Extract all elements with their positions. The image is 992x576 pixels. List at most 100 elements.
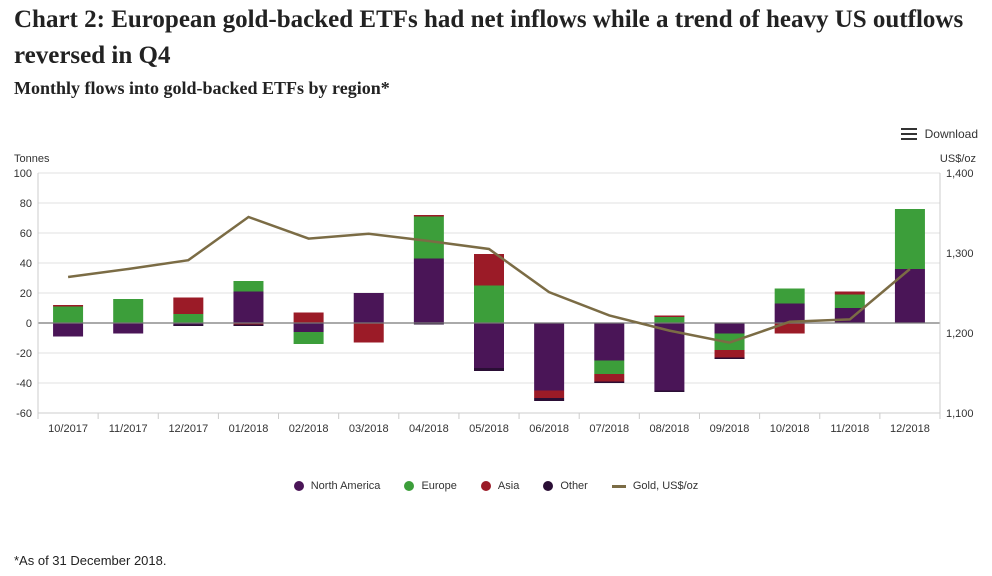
bar-asia (413, 215, 444, 217)
y-right-tick-label: 1,100 (946, 408, 974, 420)
y-left-tick-label: 20 (20, 288, 32, 300)
gold-price-polyline (67, 215, 911, 344)
bar-north-america (113, 323, 144, 334)
bar-north-america (534, 323, 565, 391)
bar-north-america (353, 293, 384, 323)
axes: -60 -40 -20 0 20 40 60 80 100 1,100 1,200 1,300 1,40… (14, 168, 974, 435)
y-left-tick-label: -20 (16, 348, 32, 360)
legend-label: North America (310, 480, 381, 492)
bar-north-america (293, 323, 324, 332)
bar-north-america (594, 323, 625, 361)
bar-other (173, 324, 204, 326)
legend-swatch (543, 481, 554, 491)
y-left-tick-label: -40 (16, 378, 32, 390)
bar-other (413, 323, 444, 325)
y-right-tick-label: 1,400 (946, 168, 974, 180)
bar-europe (413, 216, 444, 259)
bar-north-america (53, 323, 84, 337)
bar-asia (594, 374, 625, 382)
bar-europe (293, 332, 324, 344)
right-axis-label: US$/oz (940, 153, 976, 165)
bar-europe (834, 294, 865, 308)
legend: North America Europe Asia Other Gold, US… (0, 480, 992, 492)
bar-asia (474, 254, 504, 286)
bar-europe (894, 209, 925, 269)
y-right-tick-label: 1,300 (946, 248, 974, 260)
x-tick-label: 02/2018 (289, 423, 329, 435)
chart-area: -60 -40 -20 0 20 40 60 80 100 1,100 1,200 1,300 1,40… (14, 153, 976, 435)
y-right-tick-label: 1,200 (946, 328, 974, 340)
bar-asia (293, 312, 324, 323)
x-tick-label: 03/2018 (349, 423, 389, 435)
bar-europe (654, 317, 685, 323)
legend-item-gold[interactable]: Gold, US$/oz (611, 480, 698, 492)
legend-item-europe[interactable]: Europe (404, 480, 457, 492)
bar-asia (534, 390, 565, 398)
bar-asia (173, 297, 204, 314)
x-tick-label: 12/2017 (168, 423, 208, 435)
bar-asia (233, 323, 264, 325)
bar-other (474, 368, 504, 371)
bar-europe (774, 288, 805, 304)
bar-north-america (714, 323, 745, 334)
x-tick-label: 01/2018 (229, 423, 269, 435)
legend-swatch (480, 481, 491, 491)
bar-north-america (474, 323, 504, 368)
x-tick-label: 08/2018 (650, 423, 690, 435)
bar-north-america (774, 303, 805, 323)
menu-icon (900, 128, 917, 140)
x-tick-label: 09/2018 (710, 423, 750, 435)
bar-other (233, 324, 264, 326)
y-left-tick-label: 0 (26, 318, 32, 330)
x-tick-label: 12/2018 (890, 423, 930, 435)
y-left-tick-label: 100 (14, 168, 32, 180)
chart-title: Chart 2: European gold-backed ETFs had n… (14, 6, 964, 69)
left-axis-label: Tonnes (14, 153, 50, 165)
bar-asia (353, 323, 384, 343)
bar-asia (834, 291, 865, 295)
legend-label: Other (560, 480, 588, 492)
legend-label: Europe (421, 480, 457, 492)
bar-europe (113, 299, 144, 323)
bar-north-america (173, 323, 204, 325)
x-tick-label: 10/2017 (48, 423, 88, 435)
legend-swatch (404, 481, 415, 491)
y-left-tick-label: 60 (20, 228, 32, 240)
y-left-tick-label: -60 (16, 408, 32, 420)
bar-asia (714, 350, 745, 358)
y-left-tick-label: 40 (20, 258, 32, 270)
download-button[interactable]: Download (900, 127, 978, 141)
footnote: *As of 31 December 2018. (14, 553, 167, 568)
bar-north-america (413, 258, 444, 323)
legend-label: Asia (497, 480, 520, 492)
gold-price-line (67, 215, 911, 344)
legend-item-asia[interactable]: Asia (480, 480, 520, 492)
x-tick-label: 11/2018 (830, 423, 869, 435)
legend-swatch (293, 481, 304, 491)
x-tick-label: 05/2018 (469, 423, 509, 435)
legend-item-north-america[interactable]: North America (293, 480, 381, 492)
bar-other (534, 398, 565, 401)
bar-other (654, 390, 685, 392)
legend-swatch (611, 484, 626, 488)
x-tick-label: 04/2018 (409, 423, 449, 435)
legend-item-other[interactable]: Other (543, 480, 588, 492)
bar-other (714, 357, 745, 359)
bar-europe (173, 314, 204, 323)
bar-europe (233, 281, 264, 292)
bar-other (594, 381, 625, 383)
x-tick-label: 07/2018 (589, 423, 629, 435)
download-label: Download (924, 127, 978, 141)
x-tick-label: 10/2018 (770, 423, 810, 435)
x-tick-label: 06/2018 (529, 423, 569, 435)
bars (53, 209, 925, 401)
bar-asia (53, 305, 84, 307)
bar-north-america (654, 323, 685, 391)
bar-europe (594, 360, 625, 374)
bar-asia (654, 315, 685, 317)
bar-europe (474, 285, 504, 323)
chart-subtitle: Monthly flows into gold-backed ETFs by r… (14, 78, 390, 98)
bar-north-america (233, 291, 264, 323)
y-left-tick-label: 80 (20, 198, 32, 210)
bar-asia (774, 323, 805, 334)
